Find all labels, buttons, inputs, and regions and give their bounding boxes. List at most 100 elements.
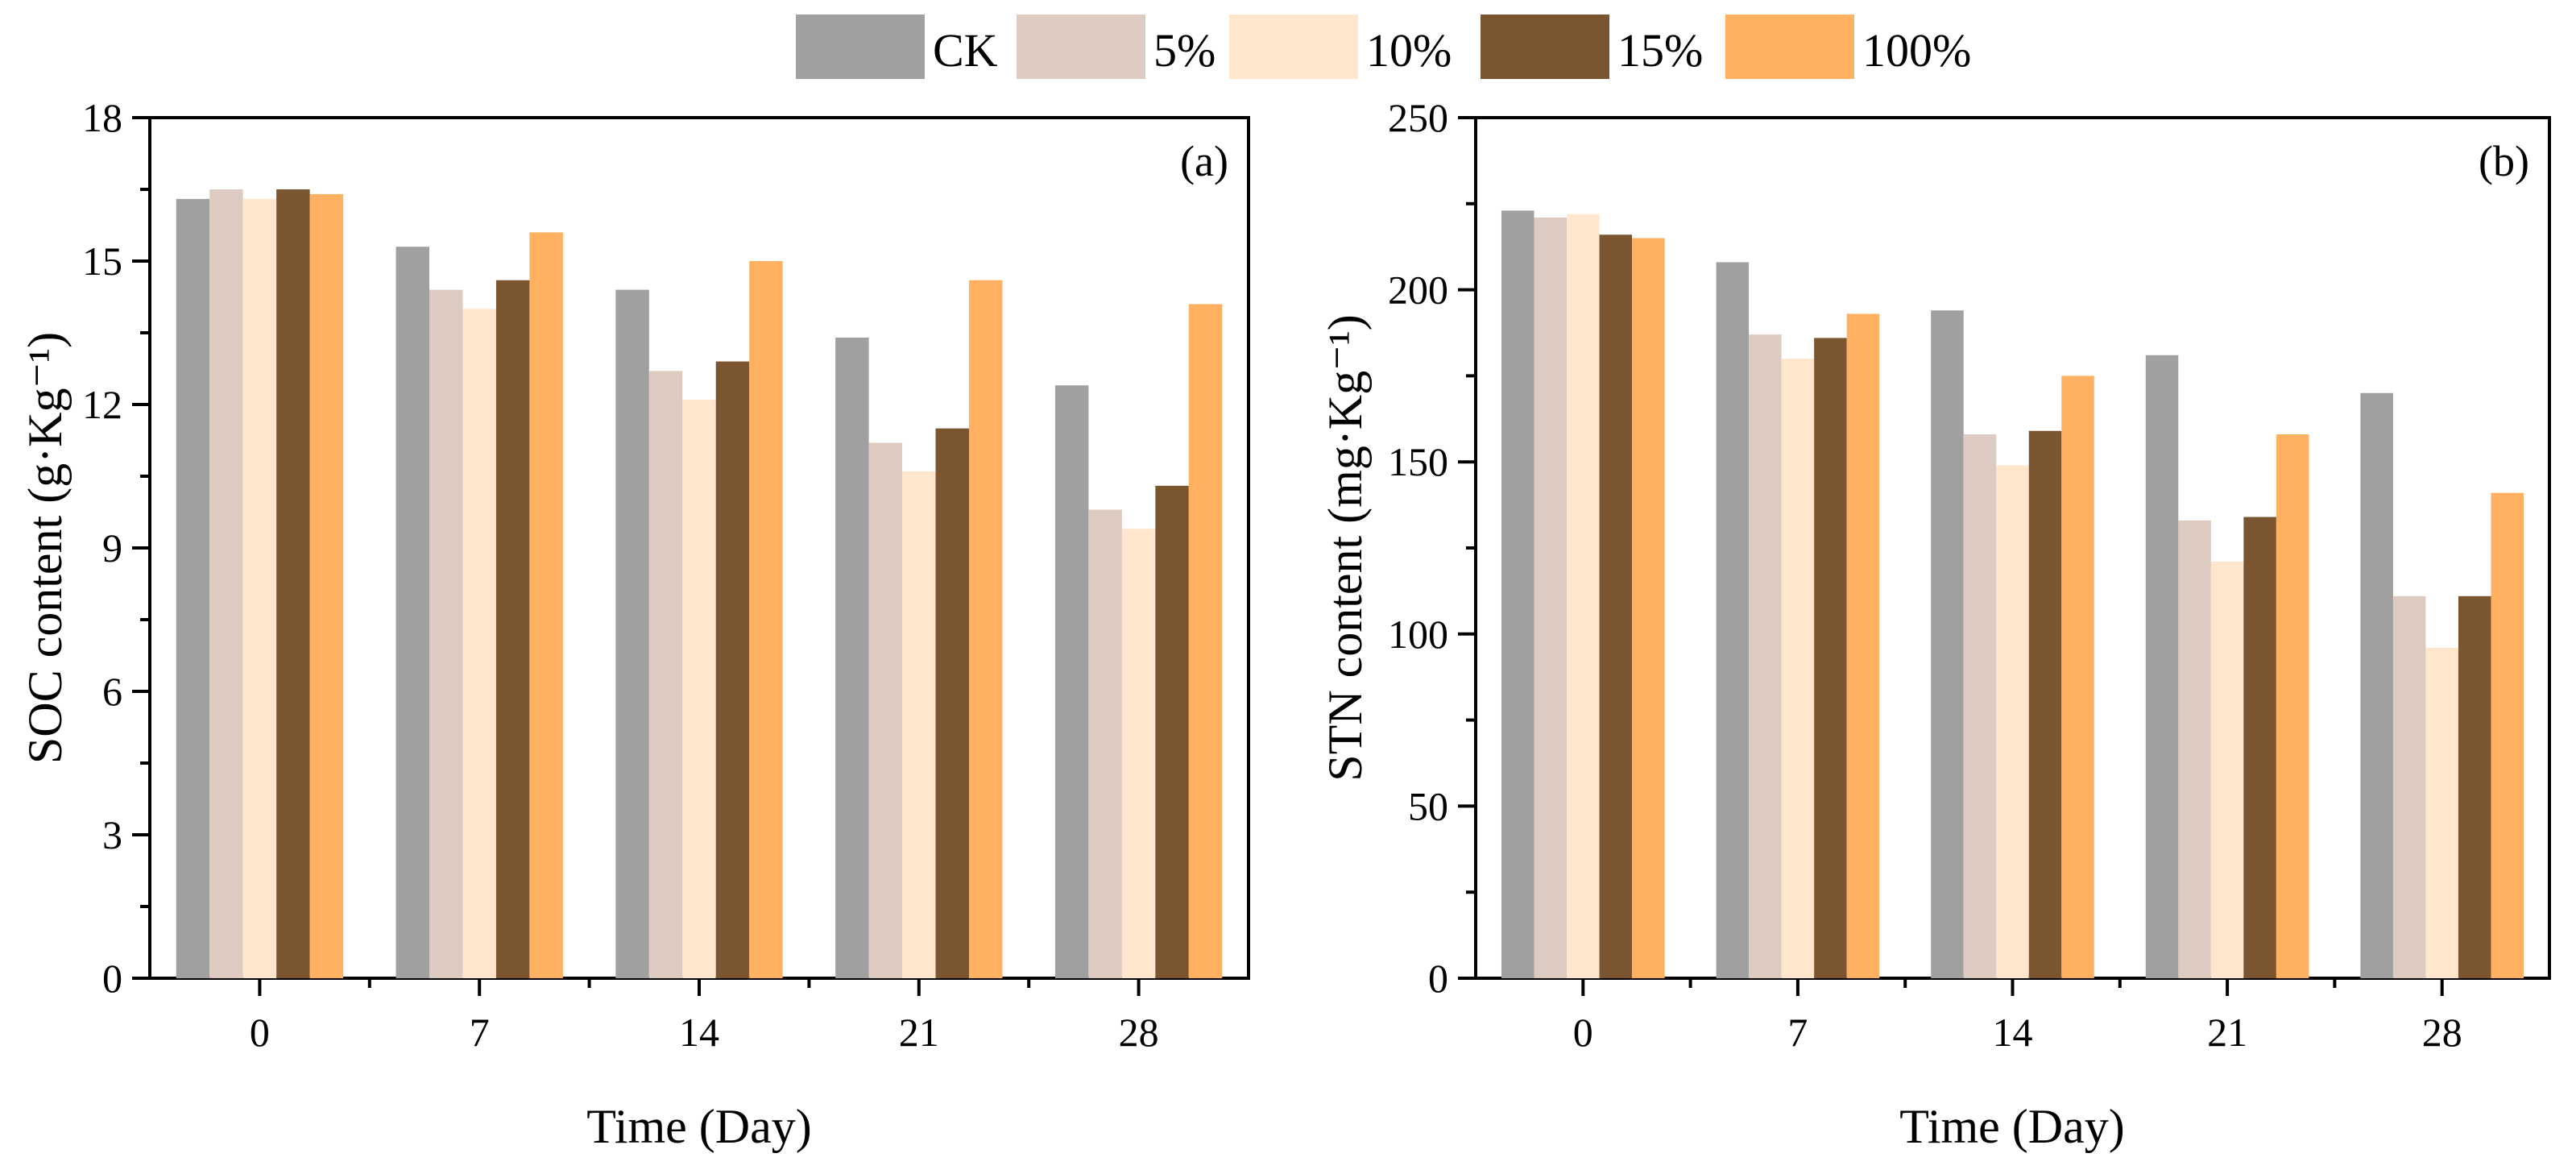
soc-bar-ck-day-21 [835,337,869,978]
stn-bar-10pct-day-14 [1996,465,2029,978]
soc-bar-5pct-day-21 [868,442,903,978]
stn-bar-10pct-day-28 [2425,647,2458,978]
stn-bar-100pct-day-14 [2061,375,2094,978]
soc-bar-10pct-day-28 [1121,529,1156,978]
soc-ticks [132,116,1141,996]
soc-bar-10pct-day-14 [682,400,716,979]
soc-bar-ck-day-28 [1054,385,1089,978]
soc-xtick-label-0: 0 [250,1010,270,1055]
soc-bar-100pct-day-0 [309,193,344,978]
soc-bar-10pct-day-21 [902,471,936,978]
stn-bar-ck-day-14 [1931,310,1964,978]
stn-xtick-label-4: 28 [2422,1010,2462,1055]
legend-swatch-3 [1481,15,1609,79]
stn-bar-10pct-day-21 [2210,562,2244,978]
stn-bar-5pct-day-14 [1963,434,1997,978]
stn-xtick-label-3: 21 [2207,1010,2247,1055]
stn-bar-10pct-day-7 [1781,359,1815,978]
stn-bar-100pct-day-7 [1846,313,1880,978]
stn-ytick-label-1: 50 [1408,783,1448,828]
stn-ytick-label-5: 250 [1388,95,1448,140]
soc-bar-15pct-day-14 [715,361,750,979]
stn-bar-ck-day-7 [1716,262,1750,978]
stn-ytick-label-2: 100 [1388,612,1448,657]
soc-bar-5pct-day-0 [209,189,243,978]
stn-x-axis-title: Time (Day) [1899,1100,2124,1153]
soc-bar-5pct-day-28 [1088,509,1122,978]
soc-ytick-label-1: 3 [102,812,122,857]
soc-bar-5pct-day-14 [648,371,683,978]
soc-bar-100pct-day-28 [1188,304,1223,978]
stn-bars [1501,210,2524,979]
stn-bar-100pct-day-0 [1632,238,1665,978]
stn-bar-15pct-day-7 [1814,338,1847,979]
stn-ytick-label-0: 0 [1428,956,1448,1001]
stn-bar-100pct-day-21 [2276,434,2309,978]
legend-label-2: 10% [1366,24,1452,77]
stn-y-tick-labels: 0 50 100 150 200 250 [1388,95,1448,1001]
soc-panel-label: (a) [1180,137,1228,185]
soc-chart: 0 3 6 9 12 15 18 0 7 14 21 28 (a) Time (Day) SOC c… [19,95,1250,1153]
legend-swatch-4 [1725,15,1854,79]
soc-bar-ck-day-7 [396,247,430,978]
soc-xtick-label-3: 21 [899,1010,939,1055]
soc-bar-100pct-day-21 [968,280,1003,978]
legend: CK 5% 10% 15% 100% [796,15,1971,79]
soc-bar-100pct-day-7 [529,232,563,978]
soc-bar-15pct-day-28 [1155,485,1189,978]
stn-ytick-label-3: 150 [1388,439,1448,484]
stn-bar-5pct-day-21 [2178,520,2211,978]
stn-xtick-label-1: 7 [1787,1010,1808,1055]
soc-x-axis-title: Time (Day) [586,1100,811,1153]
stn-bar-ck-day-28 [2360,392,2393,978]
legend-swatch-2 [1229,15,1358,79]
soc-bar-ck-day-14 [615,289,649,979]
legend-label-3: 15% [1617,24,1703,77]
legend-label-0: CK [933,24,998,77]
soc-bar-10pct-day-0 [242,198,277,978]
stn-bar-10pct-day-0 [1567,214,1600,979]
stn-bar-100pct-day-28 [2491,492,2524,978]
soc-ytick-label-5: 15 [82,239,122,284]
soc-bar-ck-day-0 [176,198,210,978]
stn-bar-15pct-day-28 [2458,595,2491,978]
soc-ytick-label-6: 18 [82,95,122,140]
soc-ytick-label-3: 9 [102,525,122,570]
stn-xtick-label-0: 0 [1573,1010,1593,1055]
soc-bar-100pct-day-14 [749,261,783,978]
legend-swatch-0 [796,15,925,79]
stn-bar-ck-day-21 [2145,355,2179,978]
soc-bar-10pct-day-7 [462,309,496,978]
legend-label-1: 5% [1153,24,1216,77]
legend-swatch-1 [1017,15,1145,79]
soc-bars [176,189,1223,979]
soc-bar-15pct-day-0 [276,189,310,978]
soc-xtick-label-1: 7 [470,1010,490,1055]
stn-bar-5pct-day-7 [1749,334,1782,978]
soc-y-axis-title: SOC content (g·Kg⁻¹) [19,332,72,764]
stn-panel-label: (b) [2479,137,2529,185]
soc-xtick-label-4: 28 [1119,1010,1159,1055]
stn-bar-5pct-day-0 [1534,217,1568,978]
stn-x-tick-labels: 0 7 14 21 28 [1573,1010,2462,1055]
soc-x-tick-labels: 0 7 14 21 28 [250,1010,1159,1055]
soc-ytick-label-4: 12 [82,382,122,427]
stn-ticks [1458,116,2444,996]
soc-ytick-label-2: 6 [102,669,122,714]
stn-bar-5pct-day-28 [2392,595,2426,978]
stn-bar-15pct-day-14 [2028,430,2062,978]
stn-bar-ck-day-0 [1501,210,1534,978]
soc-bar-15pct-day-21 [935,428,969,978]
soc-bar-15pct-day-7 [495,280,530,978]
stn-xtick-label-2: 14 [1993,1010,2033,1055]
soc-ytick-label-0: 0 [102,956,122,1001]
soc-xtick-label-2: 14 [679,1010,719,1055]
soc-y-tick-labels: 0 3 6 9 12 15 18 [82,95,122,1001]
soc-bar-5pct-day-7 [429,289,463,979]
stn-bar-15pct-day-21 [2243,517,2276,978]
stn-bar-15pct-day-0 [1599,234,1633,978]
legend-label-4: 100% [1862,24,1971,77]
stn-ytick-label-4: 200 [1388,268,1448,313]
stn-y-axis-title: STN content (mg·Kg⁻¹) [1319,314,1372,782]
